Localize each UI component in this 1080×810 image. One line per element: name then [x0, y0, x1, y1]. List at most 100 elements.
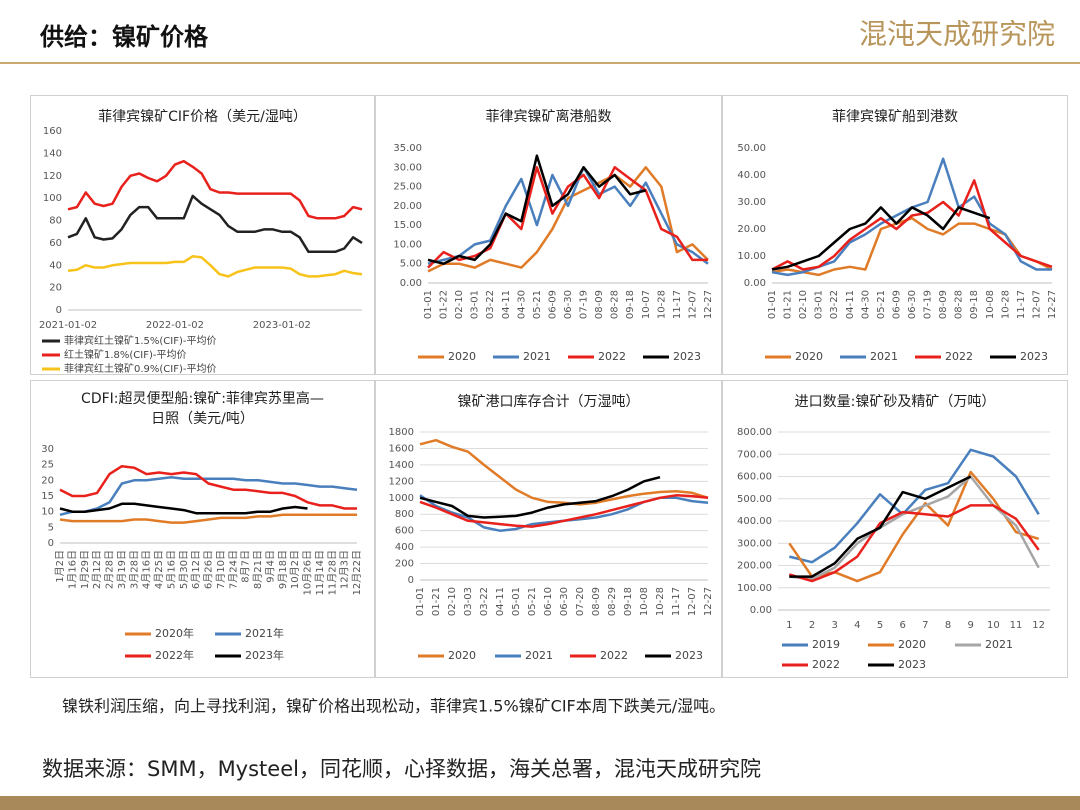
- x-tick-label: 03-22: [479, 587, 490, 616]
- series-line: [419, 438, 709, 506]
- legend-label: 2023: [898, 658, 926, 671]
- x-tick-label: 06-30: [559, 587, 570, 616]
- x-tick-label: 8: [945, 620, 951, 631]
- y-tick-label: 30.00: [737, 197, 766, 208]
- x-tick-label: 9: [967, 620, 973, 631]
- x-tick-label: 5月30日: [178, 550, 190, 589]
- x-tick-label: 09-18: [625, 290, 636, 319]
- x-tick-label: 5月16日: [165, 550, 177, 589]
- y-tick-label: 400.00: [737, 516, 772, 527]
- legend-label: 菲律宾红土镍矿1.5%(CIF)-平均价: [64, 334, 217, 347]
- x-tick-label: 10-28: [656, 290, 667, 319]
- x-tick-label: 12-27: [1047, 290, 1058, 319]
- y-tick-label: 30.00: [393, 162, 422, 173]
- x-tick-label: 12月3日: [339, 550, 351, 589]
- x-tick-label: 8月21日: [252, 550, 264, 589]
- y-tick-label: 20: [49, 283, 62, 294]
- y-tick-label: 10: [41, 507, 54, 518]
- x-tick-label: 01-01: [423, 290, 434, 319]
- y-tick-label: 10.00: [393, 239, 422, 250]
- y-tick-label: 100: [43, 193, 62, 204]
- x-tick-label: 4月25日: [153, 550, 165, 589]
- x-tick-label: 07-19: [579, 290, 590, 319]
- x-tick-label: 12-07: [687, 587, 698, 616]
- x-tick-label: 02-10: [447, 587, 458, 616]
- y-tick-label: 20.00: [737, 224, 766, 235]
- x-tick-label: 04-11: [501, 290, 512, 319]
- x-tick-label: 12月22日: [351, 550, 363, 595]
- x-tick-label: 6: [899, 620, 905, 631]
- chart-title: 镍矿港口库存合计（万湿吨）: [458, 394, 640, 410]
- series-line: [59, 513, 357, 524]
- legend-label: 2021: [870, 350, 898, 363]
- x-tick-label: 06-30: [563, 290, 574, 319]
- y-tick-label: 0.00: [744, 278, 766, 289]
- x-tick-label: 5: [877, 620, 883, 631]
- x-tick-label: 03-01: [814, 290, 825, 319]
- x-tick-label: 4: [854, 620, 860, 631]
- legend-label: 菲律宾红土镍矿0.9%(CIF)-平均价: [64, 362, 217, 375]
- x-tick-label: 10-08: [985, 290, 996, 319]
- x-tick-label: 1月29日: [79, 550, 91, 589]
- legend-label: 2021: [525, 649, 553, 662]
- y-tick-label: 120: [43, 171, 62, 182]
- x-tick-label: 10-28: [1000, 290, 1011, 319]
- footer-bar: [0, 796, 1080, 810]
- y-tick-label: 1600: [389, 443, 414, 454]
- y-tick-label: 1000: [389, 493, 414, 504]
- x-tick-label: 7: [922, 620, 928, 631]
- x-tick-label: 03-03: [463, 587, 474, 616]
- x-tick-label: 03-22: [485, 290, 496, 319]
- series-line: [59, 464, 357, 510]
- y-tick-label: 1800: [389, 427, 414, 438]
- chart-title: 菲律宾镍矿CIF价格（美元/湿吨）: [98, 109, 307, 125]
- x-tick-label: 11月28日: [326, 550, 338, 595]
- x-tick-label: 10-28: [655, 587, 666, 616]
- x-tick-label: 10-08: [639, 587, 650, 616]
- x-tick-label: 05-21: [876, 290, 887, 319]
- legend-label: 2022年: [155, 648, 194, 662]
- y-tick-label: 200: [395, 559, 414, 570]
- series-line: [427, 166, 708, 269]
- source: 数据来源：SMM，Mysteel，同花顺，心择数据，海关总署，混沌天成研究院: [42, 757, 761, 781]
- series-line: [67, 194, 363, 254]
- y-tick-label: 0: [48, 538, 54, 549]
- y-tick-label: 200.00: [737, 561, 772, 572]
- x-tick-label: 9月18日: [277, 550, 289, 589]
- chart-frame: [722, 95, 1068, 375]
- x-tick-label: 08-09: [591, 587, 602, 616]
- legend-label: 2020: [795, 350, 823, 363]
- y-tick-label: 1400: [389, 460, 414, 471]
- y-tick-label: 800.00: [737, 427, 772, 438]
- chart-title: 进口数量:镍矿砂及精矿（万吨）: [795, 394, 996, 410]
- x-tick-label: 12-27: [703, 587, 714, 616]
- y-tick-label: 15.00: [393, 220, 422, 231]
- x-tick-label: 12: [1032, 620, 1045, 631]
- x-tick-label: 06-30: [907, 290, 918, 319]
- x-tick-label: 6月26日: [203, 550, 215, 589]
- x-tick-label: 01-01: [767, 290, 778, 319]
- y-tick-label: 0: [408, 575, 414, 586]
- series-line: [67, 159, 363, 220]
- x-tick-label: 3: [831, 620, 837, 631]
- x-tick-label: 12-07: [1031, 290, 1042, 319]
- y-tick-label: 25.00: [393, 182, 422, 193]
- slide-title: 供给：镍矿价格: [39, 23, 209, 51]
- x-tick-label: 1: [786, 620, 792, 631]
- legend-label: 2021: [985, 638, 1013, 651]
- series-line: [419, 475, 661, 519]
- y-tick-label: 15: [41, 491, 54, 502]
- y-tick-label: 300.00: [737, 538, 772, 549]
- x-tick-label: 2021-01-02: [39, 320, 97, 331]
- y-tick-label: 100.00: [737, 583, 772, 594]
- x-tick-label: 02-10: [798, 290, 809, 319]
- y-tick-label: 40.00: [737, 170, 766, 181]
- legend-label: 2022: [600, 649, 628, 662]
- x-tick-label: 11-17: [1016, 290, 1027, 319]
- y-tick-label: 10.00: [737, 251, 766, 262]
- x-tick-label: 04-11: [495, 587, 506, 616]
- x-tick-label: 05-01: [511, 587, 522, 616]
- x-tick-label: 11-17: [671, 587, 682, 616]
